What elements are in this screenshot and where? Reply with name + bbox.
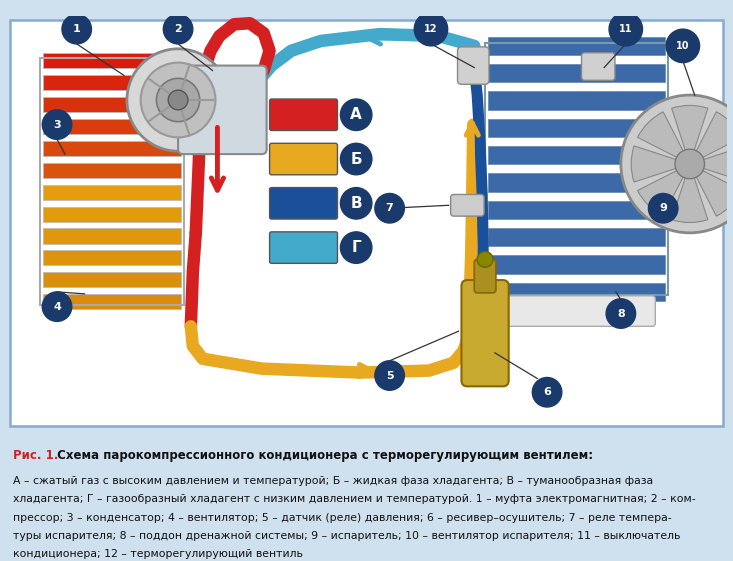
Bar [43, 97, 181, 112]
FancyBboxPatch shape [270, 232, 337, 263]
Text: прессор; 3 – конденсатор; 4 – вентилятор; 5 – датчик (реле) давления; 6 – ресиве: прессор; 3 – конденсатор; 4 – вентилятор… [13, 513, 671, 523]
Circle shape [649, 194, 678, 223]
Circle shape [43, 292, 72, 321]
Bar [488, 283, 665, 301]
Circle shape [375, 361, 405, 390]
Bar [488, 146, 665, 164]
Bar [43, 228, 181, 243]
Wedge shape [638, 112, 690, 164]
FancyBboxPatch shape [270, 99, 337, 131]
Bar [488, 173, 665, 192]
Bar [485, 43, 668, 295]
Bar [488, 119, 665, 137]
Bar [40, 58, 184, 305]
Wedge shape [690, 146, 733, 182]
Bar [43, 53, 181, 68]
Circle shape [163, 15, 193, 44]
Bar [488, 201, 665, 219]
Bar [43, 75, 181, 90]
Circle shape [127, 49, 229, 151]
Circle shape [609, 12, 643, 46]
Wedge shape [631, 146, 690, 182]
FancyBboxPatch shape [487, 296, 655, 327]
Text: А: А [350, 107, 362, 122]
Bar [488, 36, 665, 55]
Text: 4: 4 [53, 302, 61, 312]
Circle shape [606, 299, 636, 328]
Circle shape [156, 79, 199, 122]
Wedge shape [671, 164, 708, 223]
Circle shape [375, 194, 405, 223]
Text: Рис. 1.: Рис. 1. [13, 449, 59, 462]
Bar [488, 228, 665, 246]
FancyBboxPatch shape [178, 66, 267, 154]
Wedge shape [638, 164, 690, 216]
Bar [488, 64, 665, 82]
Circle shape [340, 99, 372, 131]
Wedge shape [690, 164, 733, 216]
Circle shape [62, 15, 92, 44]
Wedge shape [671, 105, 708, 164]
FancyBboxPatch shape [581, 53, 615, 80]
Text: 1: 1 [73, 24, 81, 34]
Bar [43, 294, 181, 309]
Wedge shape [690, 112, 733, 164]
Circle shape [414, 12, 448, 46]
Text: А – сжатый газ с высоким давлением и температурой; Б – жидкая фаза хладагента; В: А – сжатый газ с высоким давлением и тем… [13, 476, 653, 486]
Text: 10: 10 [676, 41, 690, 51]
FancyBboxPatch shape [270, 187, 337, 219]
Circle shape [477, 251, 493, 267]
Text: 12: 12 [424, 24, 438, 34]
Circle shape [169, 90, 188, 110]
Text: Схема парокомпрессионного кондиционера с терморегулирующим вентилем:: Схема парокомпрессионного кондиционера с… [53, 449, 593, 462]
Text: туры испарителя; 8 – поддон дренажной системы; 9 – испаритель; 10 – вентилятор и: туры испарителя; 8 – поддон дренажной си… [13, 531, 680, 541]
FancyBboxPatch shape [451, 195, 484, 216]
Text: Б: Б [350, 151, 362, 167]
Text: 11: 11 [619, 24, 633, 34]
FancyBboxPatch shape [474, 259, 496, 293]
Text: 5: 5 [386, 370, 394, 380]
Bar [43, 119, 181, 134]
Circle shape [666, 29, 699, 63]
Bar [43, 272, 181, 287]
Text: 3: 3 [54, 119, 61, 130]
Circle shape [675, 149, 704, 179]
FancyBboxPatch shape [462, 280, 509, 387]
Text: Г: Г [351, 240, 361, 255]
Bar [488, 255, 665, 274]
Text: 6: 6 [543, 387, 551, 397]
FancyBboxPatch shape [10, 20, 723, 426]
Text: 8: 8 [617, 309, 625, 319]
Text: хладагента; Г – газообразный хладагент с низким давлением и температурой. 1 – му: хладагента; Г – газообразный хладагент с… [13, 494, 696, 504]
Circle shape [43, 110, 72, 139]
Text: 2: 2 [174, 24, 182, 34]
Bar [488, 91, 665, 110]
Text: 7: 7 [386, 203, 394, 213]
Circle shape [621, 95, 733, 233]
Circle shape [532, 378, 561, 407]
Bar [43, 141, 181, 156]
Circle shape [141, 63, 216, 137]
Bar [43, 185, 181, 200]
FancyBboxPatch shape [270, 143, 337, 175]
Bar [43, 250, 181, 265]
Circle shape [340, 187, 372, 219]
Circle shape [340, 143, 372, 175]
Bar [43, 206, 181, 222]
Bar [43, 163, 181, 178]
Text: кондиционера; 12 – терморегулирующий вентиль: кондиционера; 12 – терморегулирующий вен… [13, 549, 303, 559]
Circle shape [340, 232, 372, 263]
Text: В: В [350, 196, 362, 211]
Text: 9: 9 [659, 203, 667, 213]
FancyBboxPatch shape [457, 47, 489, 84]
